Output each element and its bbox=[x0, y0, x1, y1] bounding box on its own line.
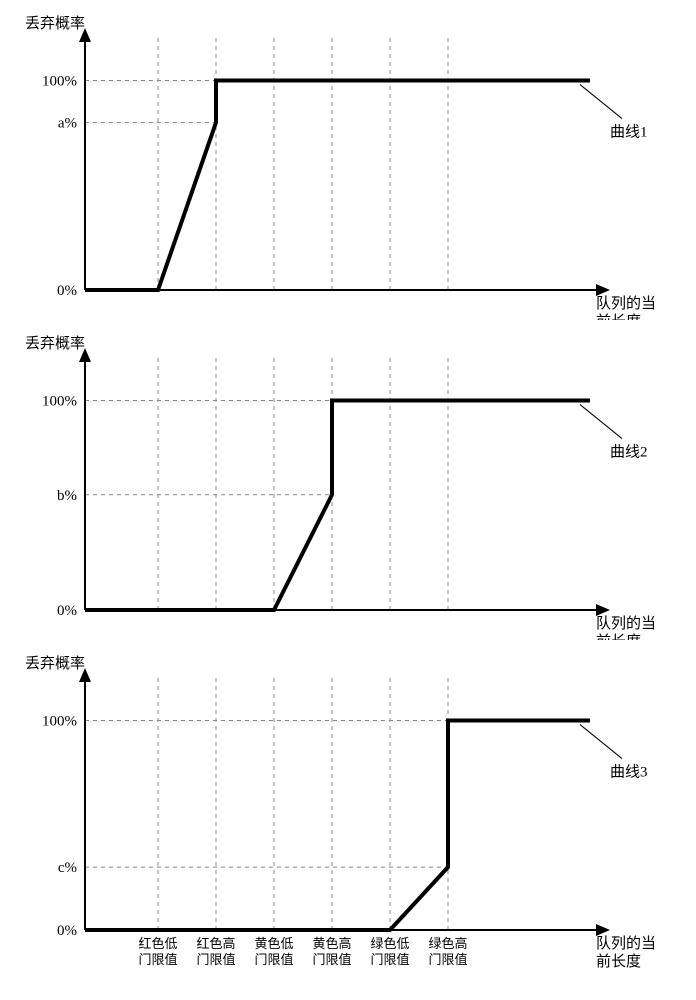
x-tick-label-line1: 红色高 bbox=[196, 936, 235, 951]
x-tick-label-line1: 绿色高 bbox=[428, 936, 467, 951]
curve-label-leader bbox=[580, 85, 622, 119]
x-axis-label-line2: 前长度 bbox=[596, 633, 641, 640]
x-tick-label-line1: 绿色低 bbox=[370, 936, 409, 951]
x-axis-arrow bbox=[596, 924, 610, 936]
x-axis-label-line2: 前长度 bbox=[596, 313, 641, 320]
y-axis-label: 丢弃概率 bbox=[25, 655, 85, 672]
x-tick-label-line1: 黄色低 bbox=[254, 936, 293, 951]
x-tick-label-line2: 门限值 bbox=[370, 952, 409, 967]
curve-line bbox=[85, 401, 590, 610]
curve-label: 曲线2 bbox=[610, 444, 648, 461]
y-tick-0: 0% bbox=[57, 283, 77, 299]
curve-line bbox=[85, 721, 590, 930]
curve-line bbox=[85, 81, 590, 290]
y-tick-mid: c% bbox=[58, 860, 77, 876]
y-tick-0: 0% bbox=[57, 923, 77, 939]
x-axis-label-line1: 队列的当 bbox=[596, 615, 656, 632]
x-axis-arrow bbox=[596, 604, 610, 616]
curve-label: 曲线1 bbox=[610, 124, 648, 141]
x-axis-label-line1: 队列的当 bbox=[596, 295, 656, 312]
y-tick-mid: b% bbox=[57, 488, 77, 504]
y-tick-100: 100% bbox=[42, 394, 77, 410]
x-tick-label-line1: 黄色高 bbox=[312, 936, 351, 951]
x-tick-label-line2: 门限值 bbox=[138, 952, 177, 967]
x-axis-label-line1: 队列的当 bbox=[596, 935, 656, 952]
curve-label-leader bbox=[580, 725, 622, 759]
y-tick-mid: a% bbox=[58, 115, 77, 131]
chart-panel-1: 曲线1 丢弃概率 100% a% 0% 队列的当前长度 bbox=[0, 10, 696, 320]
y-axis-label: 丢弃概率 bbox=[25, 15, 85, 32]
x-axis-label-line2: 前长度 bbox=[596, 953, 641, 970]
y-axis-label: 丢弃概率 bbox=[25, 335, 85, 352]
chart-svg: 曲线2 丢弃概率 100% b% 0% 队列的当前长度 bbox=[0, 330, 696, 640]
curve-label-leader bbox=[580, 405, 622, 439]
chart-panel-2: 曲线2 丢弃概率 100% b% 0% 队列的当前长度 bbox=[0, 330, 696, 640]
chart-svg: 曲线3丢弃概率100%c%0%队列的当前长度红色低门限值红色高门限值黄色低门限值… bbox=[0, 650, 696, 990]
x-tick-label-line2: 门限值 bbox=[428, 952, 467, 967]
x-tick-label-line1: 红色低 bbox=[138, 936, 177, 951]
x-tick-label-line2: 门限值 bbox=[254, 952, 293, 967]
curve-label: 曲线3 bbox=[610, 764, 648, 781]
x-tick-label-line2: 门限值 bbox=[196, 952, 235, 967]
chart-svg: 曲线1 丢弃概率 100% a% 0% 队列的当前长度 bbox=[0, 10, 696, 320]
x-tick-label-line2: 门限值 bbox=[312, 952, 351, 967]
y-tick-0: 0% bbox=[57, 603, 77, 619]
y-tick-100: 100% bbox=[42, 74, 77, 90]
y-tick-100: 100% bbox=[42, 714, 77, 730]
x-axis-arrow bbox=[596, 284, 610, 296]
chart-panel-3: 曲线3丢弃概率100%c%0%队列的当前长度红色低门限值红色高门限值黄色低门限值… bbox=[0, 650, 696, 990]
